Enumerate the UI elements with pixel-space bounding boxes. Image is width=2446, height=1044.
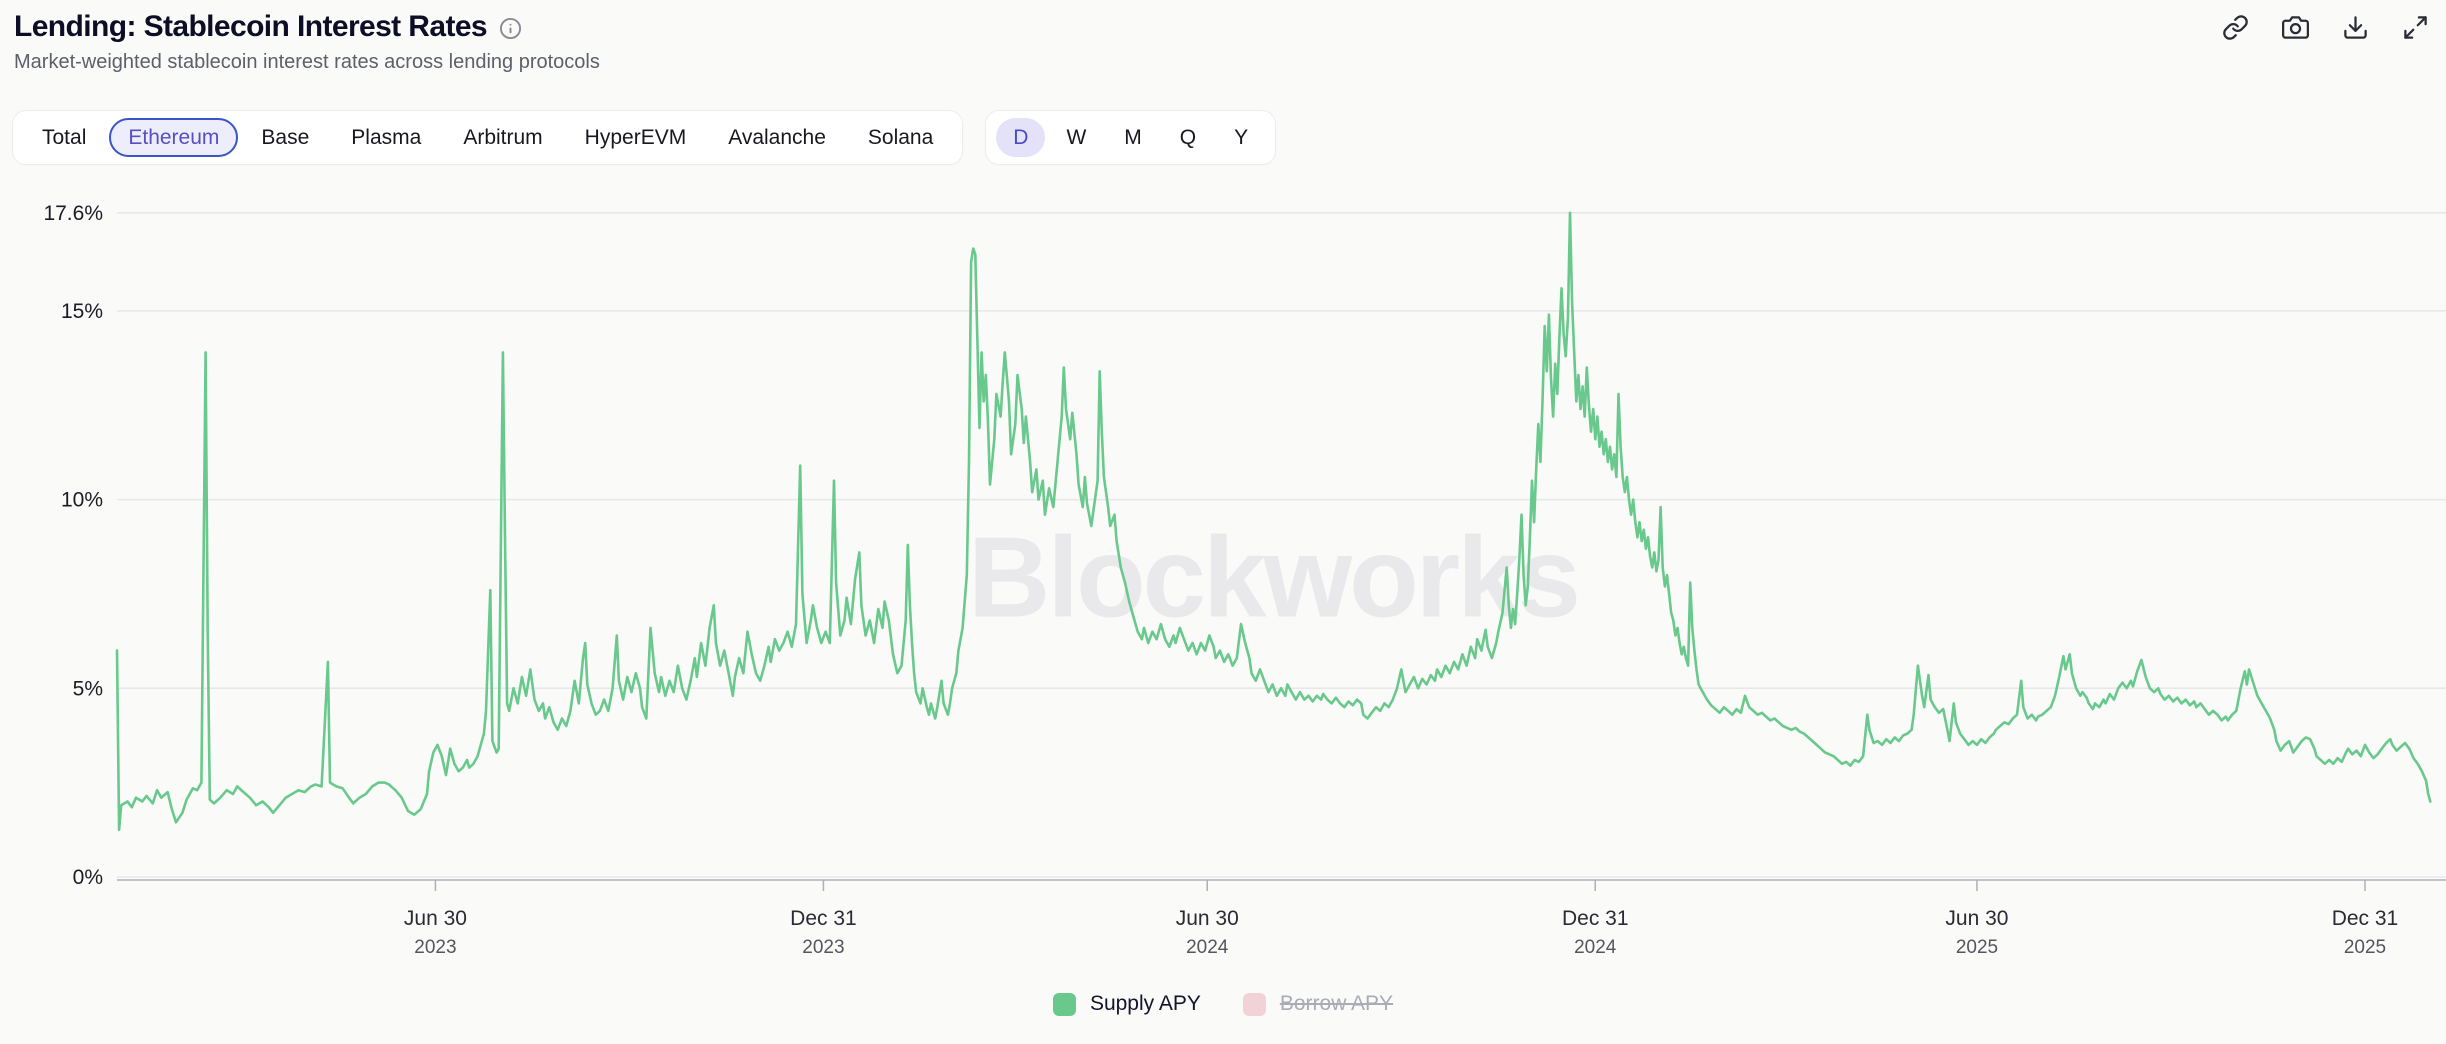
page-subtitle: Market-weighted stablecoin interest rate… (14, 51, 600, 73)
x-axis-year-label: 2023 (414, 937, 456, 958)
watermark: Blockworks (968, 514, 1581, 642)
x-axis-label: Dec 31 (2332, 907, 2399, 930)
legend-item-borrow-apy[interactable]: Borrow APY (1242, 992, 1394, 1016)
chart-legend: Supply APY Borrow APY (0, 992, 2446, 1016)
y-axis-label: 15% (61, 300, 103, 323)
y-axis-label: 5% (73, 677, 103, 700)
y-axis-label: 17.6% (43, 202, 103, 225)
x-axis-year-label: 2025 (1956, 937, 1998, 958)
y-axis-label: 10% (61, 489, 103, 512)
chart-toolbar (2220, 12, 2430, 42)
x-axis-year-label: 2023 (802, 937, 844, 958)
download-button[interactable] (2340, 12, 2370, 42)
x-axis-label: Dec 31 (1562, 907, 1629, 930)
chain-tab-base[interactable]: Base (242, 118, 328, 157)
chart-area: Blockworks 0% 5% 10% 15% 17.6% Jun 30 2023 Dec … (0, 175, 2446, 975)
legend-label: Borrow APY (1279, 992, 1394, 1015)
chain-tab-plasma[interactable]: Plasma (332, 118, 440, 157)
legend-swatch (1052, 992, 1076, 1016)
chart-canvas[interactable]: 0% 5% 10% 15% 17.6% Jun 30 2023 Dec 31 2023 Jun 3… (0, 175, 2446, 975)
camera-button[interactable] (2280, 12, 2310, 42)
x-axis-year-label: 2024 (1574, 937, 1617, 958)
chain-tab-arbitrum[interactable]: Arbitrum (444, 118, 561, 157)
legend-swatch (1242, 992, 1266, 1016)
y-axis-label: 0% (73, 866, 103, 889)
interval-tab-m[interactable]: M (1107, 118, 1159, 157)
x-axis-year-label: 2025 (2344, 937, 2386, 958)
legend-label: Supply APY (1089, 992, 1201, 1015)
x-axis-year-label: 2024 (1186, 937, 1229, 958)
download-icon (2343, 15, 2367, 39)
filter-bar: Total Ethereum Base Plasma Arbitrum HyperEVM A… (12, 110, 1277, 166)
series-line-supply-apy (115, 211, 2432, 832)
interval-tab-w[interactable]: W (1049, 118, 1103, 157)
expand-button[interactable] (2400, 12, 2430, 42)
chain-tab-hyperevm[interactable]: HyperEVM (566, 118, 706, 157)
chain-tab-total[interactable]: Total (23, 118, 105, 157)
interval-tab-q[interactable]: Q (1163, 118, 1213, 157)
x-axis-label: Jun 30 (1176, 907, 1239, 930)
x-axis-label: Jun 30 (404, 907, 467, 930)
camera-icon (2281, 15, 2309, 39)
chain-tab-solana[interactable]: Solana (849, 118, 952, 157)
info-icon[interactable] (499, 17, 522, 40)
interval-tab-d[interactable]: D (996, 118, 1046, 158)
link-button[interactable] (2220, 12, 2250, 42)
expand-icon (2403, 15, 2427, 39)
chain-tab-avalanche[interactable]: Avalanche (709, 118, 845, 157)
x-axis-label: Dec 31 (790, 907, 857, 930)
legend-item-supply-apy[interactable]: Supply APY (1052, 992, 1201, 1016)
chain-tab-ethereum[interactable]: Ethereum (109, 118, 239, 158)
page-title: Lending: Stablecoin Interest Rates (14, 10, 488, 43)
header: Lending: Stablecoin Interest Rates Marke… (14, 10, 600, 74)
link-icon (2222, 14, 2248, 40)
chain-tabs: Total Ethereum Base Plasma Arbitrum HyperEVM A… (12, 110, 964, 166)
x-axis-label: Jun 30 (1945, 907, 2008, 930)
interval-tab-y[interactable]: Y (1217, 118, 1265, 157)
